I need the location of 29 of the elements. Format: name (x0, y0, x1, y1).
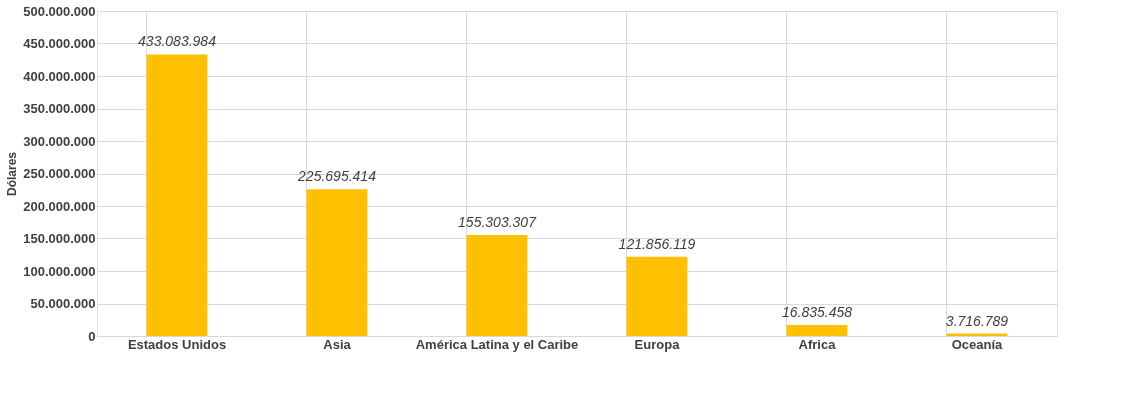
x-tick-label: Europa (634, 336, 681, 352)
data-label: 121.856.119 (618, 235, 696, 252)
y-tick-label: 150.000.000 (23, 231, 96, 246)
bar (626, 256, 688, 336)
data-label: 155.303.307 (458, 214, 538, 231)
y-tick-label: 200.000.000 (23, 198, 96, 214)
y-tick-label: 300.000.000 (23, 133, 96, 149)
y-tick-label: 350.000.000 (23, 101, 96, 116)
data-label: 225.695.414 (297, 168, 377, 185)
y-tick-label: 400.000.000 (23, 68, 96, 84)
y-tick-label: 0 (88, 328, 96, 344)
bar (786, 325, 848, 336)
data-label: 433.083.984 (138, 33, 217, 50)
y-axis-title: Dólares (5, 151, 20, 197)
y-tick-label: 100.000.000 (23, 263, 96, 279)
x-tick-label: Asia (323, 336, 352, 352)
y-tick-label: 500.000.000 (23, 3, 96, 19)
x-tick-label: Africa (798, 336, 837, 352)
bar (306, 189, 368, 336)
bar (466, 235, 528, 336)
x-tick-label: Oceanía (951, 336, 1004, 352)
x-tick-label: Estados Unidos (127, 336, 227, 352)
y-tick-label: 450.000.000 (23, 36, 96, 51)
x-tick-label: América Latina y el Caribe (415, 336, 579, 352)
data-label: 16.835.458 (781, 304, 853, 321)
y-tick-label: 250.000.000 (23, 166, 96, 181)
data-label: 3.716.789 (945, 312, 1009, 329)
bar (146, 54, 208, 336)
y-tick-label: 50.000.000 (30, 296, 96, 311)
